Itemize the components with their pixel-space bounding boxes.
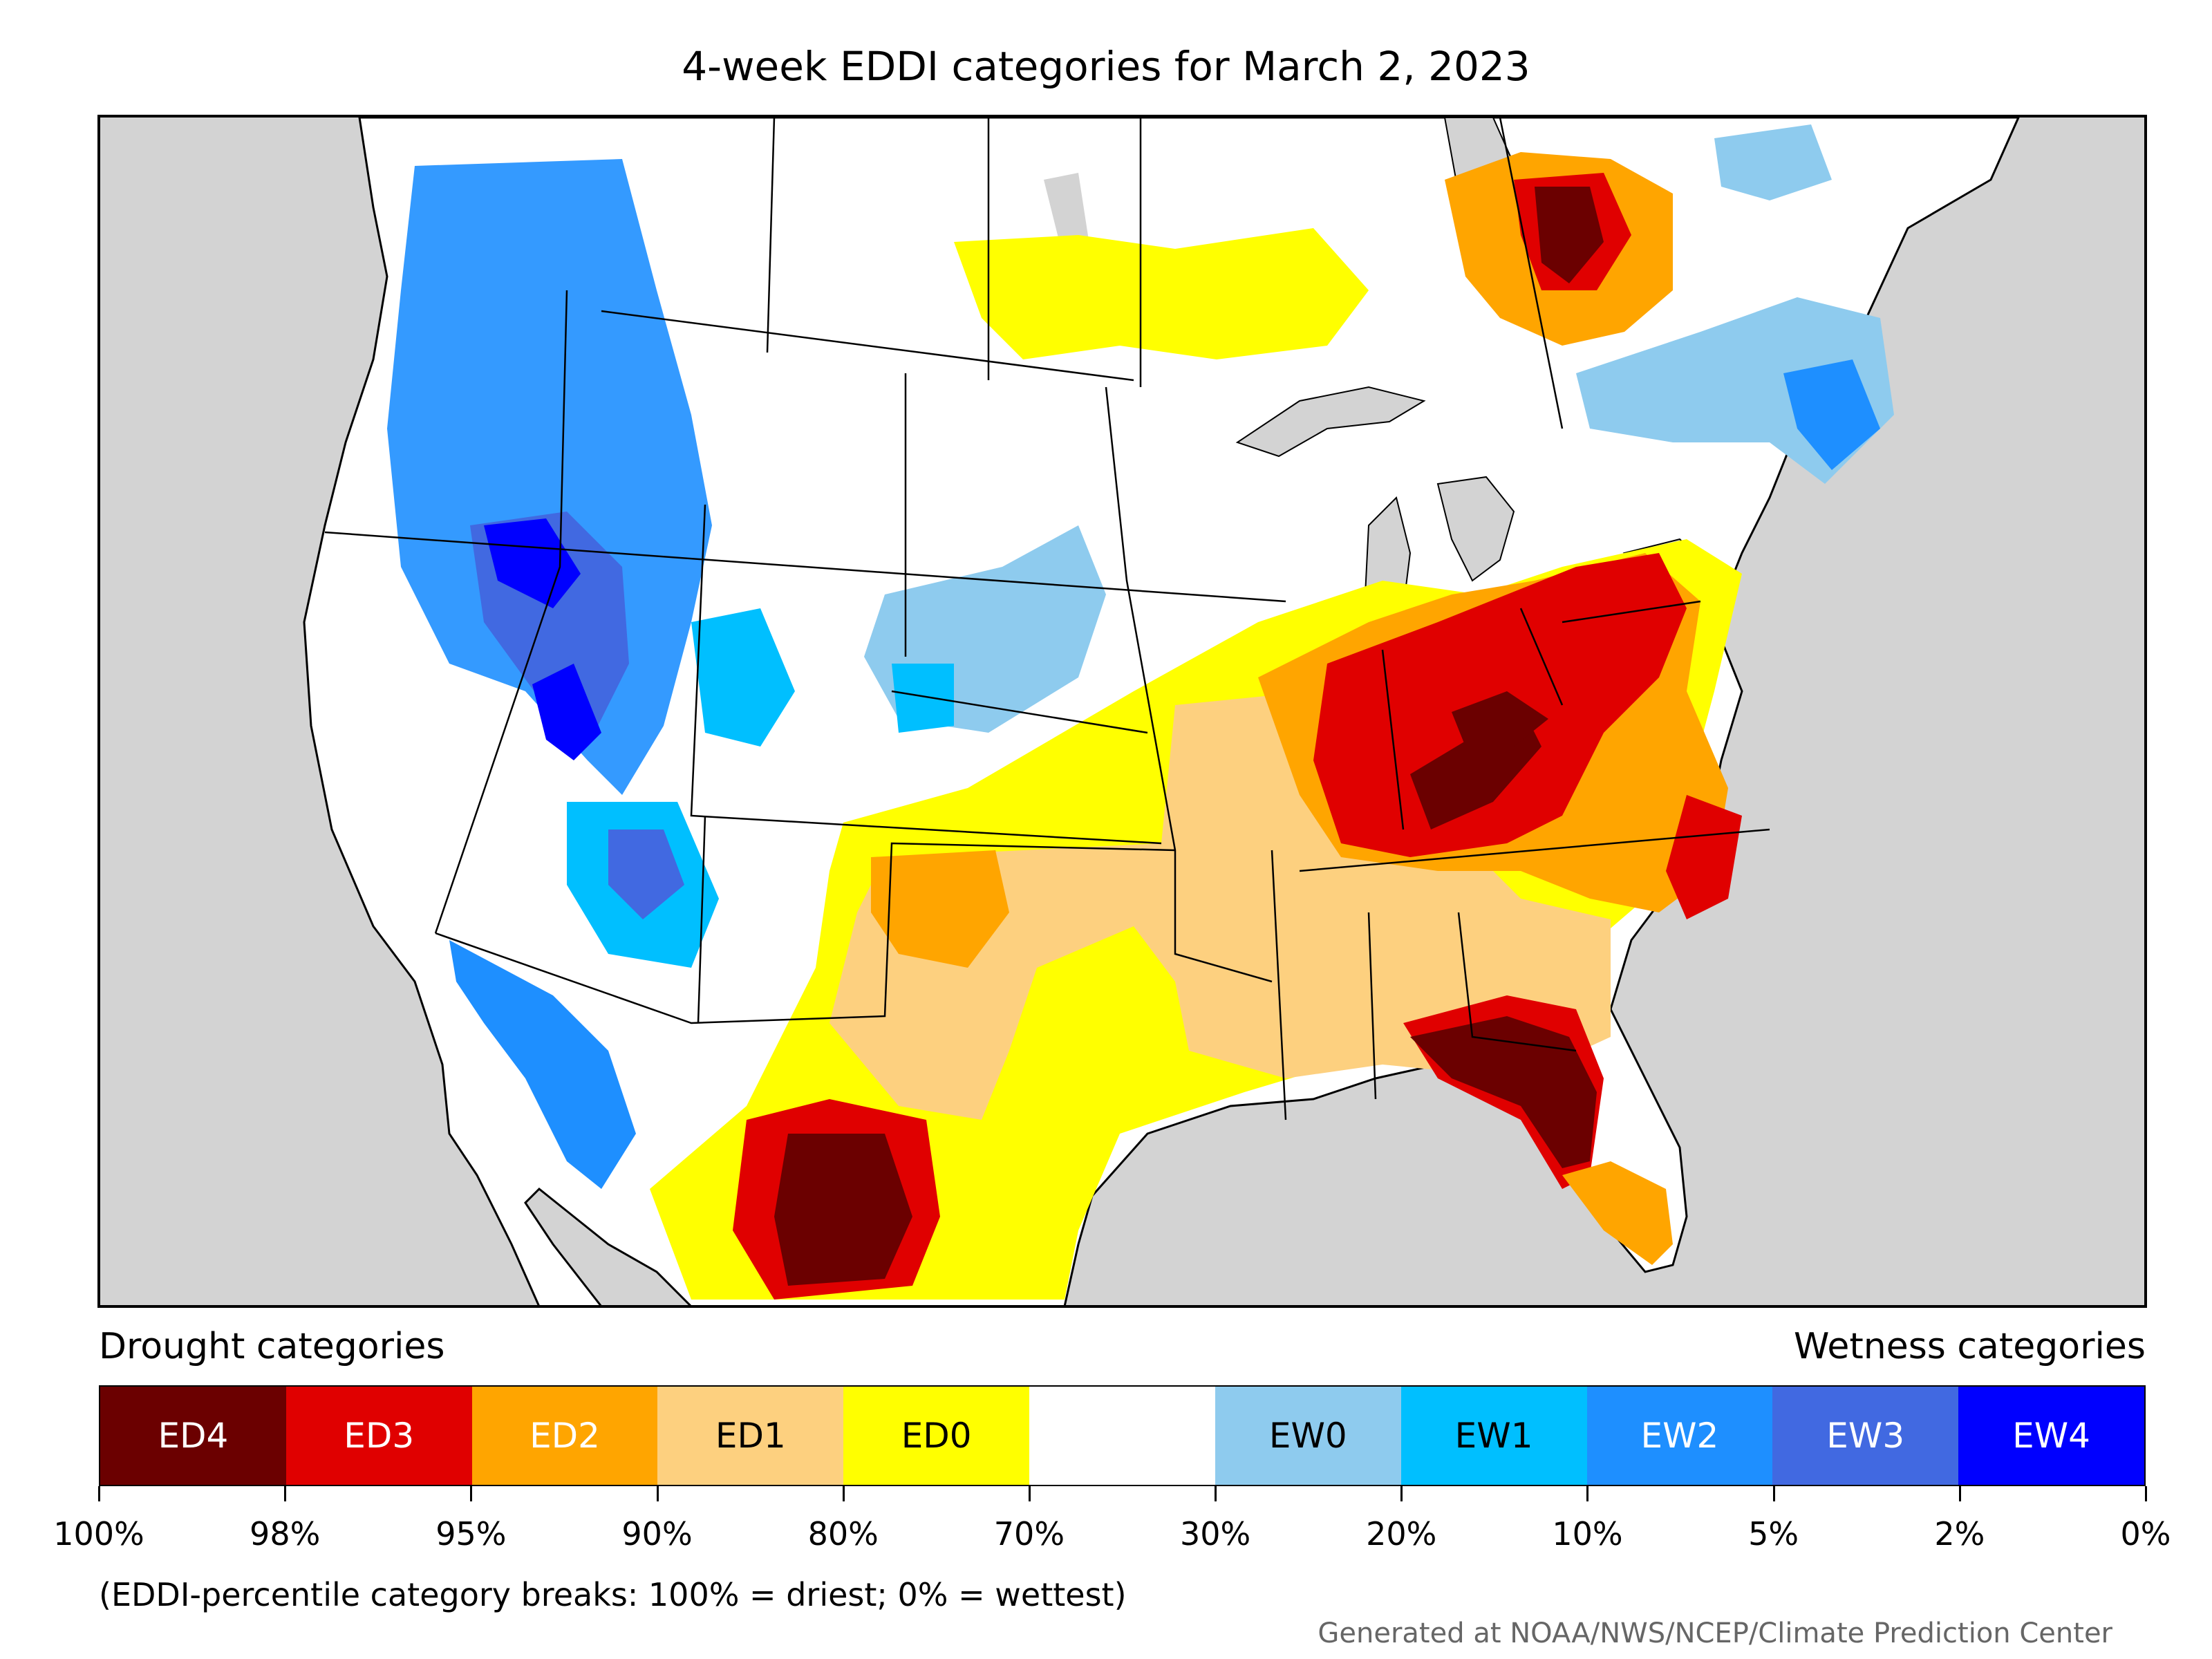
colorbar-cell-ew0: EW0	[1215, 1387, 1401, 1485]
drought-ed2-florida-tip	[1562, 1161, 1673, 1265]
wet-colorado	[691, 608, 795, 747]
boundaries	[324, 117, 1770, 1121]
wet-labrador	[1714, 124, 1832, 200]
drought-ed4-georgia-florida	[1410, 1016, 1597, 1168]
colorbar-cell-ed0: ED0	[843, 1387, 1030, 1485]
colorbar-tick-label: 30%	[1179, 1515, 1251, 1553]
colorbar-cell-normal	[1029, 1387, 1215, 1485]
lake-huron	[1436, 476, 1515, 582]
colorbar-tick	[1772, 1486, 1775, 1501]
colorbar-tick-label: 90%	[621, 1515, 693, 1553]
drought-canada-prairie	[954, 228, 1369, 359]
colorbar-cell-ed4: ED4	[100, 1387, 286, 1485]
colorbar-cell-ed1: ED1	[657, 1387, 844, 1485]
drought-ed4-south-texas	[774, 1134, 912, 1286]
wet-new-england-core	[1783, 359, 1880, 470]
wet-baja	[449, 940, 636, 1189]
drought-quebec-max	[1535, 187, 1604, 283]
colorbar-tick	[2145, 1486, 2147, 1501]
map-title: 4-week EDDI categories for March 2, 2023	[682, 43, 1530, 90]
colorbar-tick-label: 5%	[1748, 1515, 1799, 1553]
colorbar-tick-label: 70%	[993, 1515, 1065, 1553]
colorbar-tick	[470, 1486, 473, 1501]
colorbar-cell-ed3: ED3	[285, 1387, 472, 1485]
colorbar-tick-label: 10%	[1552, 1515, 1623, 1553]
colorbar-tick	[842, 1486, 845, 1501]
colorbar-cell-ew4: EW4	[1958, 1387, 2144, 1485]
colorbar-cell-ew1: EW1	[1400, 1387, 1587, 1485]
colorbar-cell-ed2: ED2	[471, 1387, 658, 1485]
colorbar-tick-label: 20%	[1366, 1515, 1437, 1553]
colorbar-tick-label: 100%	[53, 1515, 144, 1553]
wet-utah-core	[532, 664, 601, 760]
lake-superior	[1235, 386, 1426, 458]
colorbar-tick-label: 0%	[2120, 1515, 2171, 1553]
drought-ed3-carolinas	[1666, 795, 1742, 919]
credit-line: Generated at NOAA/NWS/NCEP/Climate Predi…	[1318, 1618, 2112, 1649]
colorbar-tick-label: 2%	[1934, 1515, 1985, 1553]
wetness-areas	[387, 124, 1894, 1189]
colorbar-tick	[98, 1486, 100, 1501]
category-colorbar: ED4 ED3 ED2 ED1 ED0 EW0 EW1 EW2 EW3 EW4	[99, 1385, 2146, 1486]
map-frame	[97, 115, 2147, 1308]
drought-ed4-ohio	[1452, 691, 1548, 747]
colorbar-cell-ew2: EW2	[1586, 1387, 1773, 1485]
colorbar-tick-label: 98%	[250, 1515, 321, 1553]
drought-areas	[650, 152, 1742, 1300]
wet-great-basin-core	[484, 518, 581, 608]
colorbar-tick	[1215, 1486, 1217, 1501]
colorbar-tick	[1586, 1486, 1589, 1501]
colorbar-tick	[1400, 1486, 1403, 1501]
category-note: (EDDI-percentile category breaks: 100% =…	[99, 1576, 1127, 1613]
colorbar-tick	[656, 1486, 659, 1501]
colorbar-tick	[284, 1486, 287, 1501]
wet-northwest	[387, 159, 712, 795]
wet-kansas-core	[892, 664, 954, 733]
colorbar-ticks	[98, 1486, 2147, 1503]
wetness-categories-heading: Wetness categories	[1794, 1326, 2146, 1367]
colorbar-tick-label: 95%	[435, 1515, 507, 1553]
wet-arizona-core	[608, 830, 684, 919]
colorbar-tick-label: 80%	[807, 1515, 879, 1553]
colorbar-cell-ew3: EW3	[1772, 1387, 1959, 1485]
colorbar-tick	[1028, 1486, 1031, 1501]
drought-categories-heading: Drought categories	[99, 1326, 445, 1367]
colorbar-tick	[1958, 1486, 1961, 1501]
drought-ed2-texas	[871, 850, 1009, 968]
